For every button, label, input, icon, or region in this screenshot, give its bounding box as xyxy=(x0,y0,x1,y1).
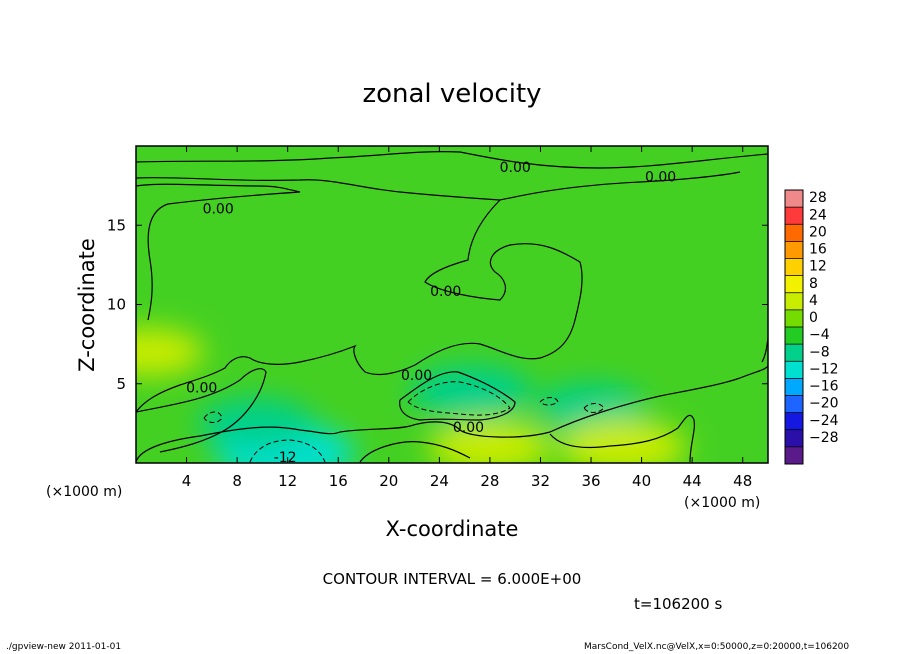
colorbar-label: −16 xyxy=(809,379,839,395)
contour-line-lower xyxy=(135,365,769,463)
field-region-6 xyxy=(428,420,551,463)
contour-label-4: 0.00 xyxy=(430,284,461,300)
colorbar-label: −12 xyxy=(809,361,839,377)
colorbar-swatch xyxy=(785,344,803,362)
x-axis: 4 8 12 16 20 24 28 32 36 40 44 48 xyxy=(182,146,752,490)
dashed-contour-inner xyxy=(407,381,511,416)
contour-line-top xyxy=(135,151,769,169)
x-tick-label: 44 xyxy=(683,472,702,490)
colorbar-label: 12 xyxy=(809,259,827,275)
contour-label-3: 0.00 xyxy=(203,201,234,217)
x-unit-left: (×1000 m) xyxy=(46,484,122,500)
y-tick-label: 15 xyxy=(107,216,126,234)
colorbar-swatch xyxy=(785,258,803,277)
contour-label-2: 0.00 xyxy=(645,170,676,186)
contour-line-bottom-right xyxy=(359,441,471,463)
field-region-3 xyxy=(409,365,532,419)
footer-left: ./gpview-new 2011-01-01 xyxy=(6,642,122,652)
colorbar-label: −28 xyxy=(809,430,839,446)
contour-label-6: 0.00 xyxy=(186,381,217,397)
x-tick-label: 28 xyxy=(480,472,499,490)
field-region-7 xyxy=(136,328,204,377)
dashed-contour-bowl xyxy=(249,439,326,463)
colorbar-swatch xyxy=(785,207,803,225)
x-tick-label: 12 xyxy=(278,472,297,490)
contour-line-mid xyxy=(135,199,583,413)
contour-line-left-bowl xyxy=(135,368,267,453)
contour-label-1: 0.00 xyxy=(500,160,531,176)
x-tick-label: 32 xyxy=(531,472,550,490)
colorbar-label: 28 xyxy=(809,190,827,206)
footer-right: MarsCond_VelX.nc@VelX,x=0:50000,z=0:2000… xyxy=(584,642,850,652)
colorbar-swatch xyxy=(785,275,803,294)
contour-label-7: 0.00 xyxy=(453,420,484,436)
field-region-4 xyxy=(536,383,647,432)
time-label: t=106200 s xyxy=(634,595,722,613)
colorbar-label: 4 xyxy=(809,293,818,309)
contour-labels: 0.00 0.00 0.00 0.00 0.00 0.00 0.00 -12 xyxy=(186,160,676,466)
colorbar-label: 8 xyxy=(809,276,818,292)
colorbar-swatch xyxy=(785,446,803,465)
x-unit-right: (×1000 m) xyxy=(684,495,760,511)
colorbar-label: 16 xyxy=(809,242,827,258)
contour-line-upper xyxy=(135,171,741,201)
contour-interval: CONTOUR INTERVAL = 6.000E+00 xyxy=(323,570,582,588)
colorbar-label: 0 xyxy=(809,310,818,326)
x-tick-label: 40 xyxy=(632,472,651,490)
field-region-5 xyxy=(558,419,687,463)
dashed-contour-small-3 xyxy=(539,397,559,406)
colorbar-swatch xyxy=(785,412,803,431)
colorbar-swatch xyxy=(785,241,803,259)
colorbar-swatch xyxy=(785,429,803,448)
contour-label-5: 0.00 xyxy=(401,368,432,384)
colorbar-label: −24 xyxy=(809,413,839,429)
x-axis-label: X-coordinate xyxy=(386,517,519,541)
contour-line-right-bump xyxy=(549,414,696,463)
contour-lines xyxy=(135,151,769,463)
x-tick-label: 20 xyxy=(379,472,398,490)
y-axis-label: Z-coordinate xyxy=(75,238,99,372)
contour-lines-negative xyxy=(203,381,605,463)
colorbar-label: 20 xyxy=(809,224,827,240)
colorbar-label: −8 xyxy=(809,344,830,360)
colorbar-swatch xyxy=(785,327,803,345)
contour-label-8: -12 xyxy=(274,450,297,466)
colorbar-swatch xyxy=(785,309,803,328)
field-region-2 xyxy=(198,398,315,449)
colorbar-label: −20 xyxy=(809,396,839,412)
y-axis: 5 10 15 xyxy=(107,216,768,393)
x-tick-label: 24 xyxy=(430,472,449,490)
x-tick-label: 16 xyxy=(329,472,348,490)
colorbar-swatch xyxy=(785,361,803,379)
colorbar-swatch xyxy=(785,190,803,208)
chart-title: zonal velocity xyxy=(362,79,541,109)
x-tick-label: 4 xyxy=(182,472,192,490)
y-tick-label: 10 xyxy=(107,296,126,314)
heatmap-field xyxy=(136,146,768,463)
colorbar-label: −4 xyxy=(809,327,830,343)
colorbar-swatch xyxy=(785,292,803,311)
x-tick-label: 48 xyxy=(733,472,752,490)
colorbar-swatch xyxy=(785,378,803,396)
contour-line-left-cap xyxy=(135,183,301,321)
x-tick-label: 36 xyxy=(581,472,600,490)
colorbar-swatch xyxy=(785,395,803,414)
x-tick-label: 8 xyxy=(232,472,242,490)
colorbar-label: 24 xyxy=(809,207,827,223)
contour-line-inner-loop xyxy=(399,371,516,421)
colorbar-swatch xyxy=(785,224,803,242)
y-tick-label: 5 xyxy=(116,375,126,393)
